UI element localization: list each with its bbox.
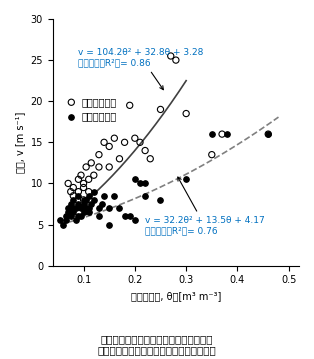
飛土開始風速	[107, 205, 112, 211]
飛土開始風速	[84, 197, 89, 203]
飛土急増風速	[76, 176, 81, 182]
飛土急増風速	[86, 176, 91, 182]
飛土開始風速	[78, 214, 84, 219]
飛土開始風速	[71, 197, 76, 203]
飛土開始風速	[81, 197, 86, 203]
飛土急増風速	[122, 139, 127, 145]
飛土開始風速	[138, 181, 143, 186]
飛土開始風速	[225, 131, 230, 137]
飛土急増風速	[91, 172, 96, 178]
飛土急増風速	[184, 111, 189, 116]
飛土急増風速	[89, 160, 94, 166]
飛土開始風速	[117, 205, 122, 211]
飛土急増風速	[148, 156, 153, 162]
飛土急増風速	[71, 185, 76, 190]
飛土開始風速	[71, 209, 76, 215]
飛土開始風速	[184, 176, 189, 182]
飛土開始風速	[73, 218, 78, 223]
飛土開始風速	[99, 201, 104, 207]
X-axis label: 体積含水率, θ　[m³ m⁻³]: 体積含水率, θ [m³ m⁻³]	[131, 291, 221, 301]
飛土開始風速	[112, 193, 117, 199]
Text: v = 32.2θ² + 13.5θ + 4.17
決定係数（R²）= 0.76: v = 32.2θ² + 13.5θ + 4.17 決定係数（R²）= 0.76	[145, 177, 265, 236]
Y-axis label: 風速, v [m s⁻¹]: 風速, v [m s⁻¹]	[15, 112, 25, 173]
飛土急増風速	[117, 156, 122, 162]
飛土開始風速	[107, 222, 112, 227]
飛土開始風速	[66, 209, 71, 215]
Text: 図２　関東ローム表土が飛散したときの
　　　土壌水分量と風速の関係（実験式）: 図２ 関東ローム表土が飛散したときの 土壌水分量と風速の関係（実験式）	[98, 334, 216, 355]
飛土急増風速	[101, 139, 106, 145]
飛土開始風速	[91, 197, 96, 203]
飛土急増風速	[107, 164, 112, 170]
飛土開始風速	[127, 214, 132, 219]
飛土開始風速	[89, 201, 94, 207]
飛土急増風速	[68, 189, 73, 195]
飛土開始風速	[266, 131, 271, 137]
飛土急増風速	[78, 172, 84, 178]
飛土開始風速	[96, 205, 101, 211]
飛土急増風速	[86, 189, 91, 195]
飛土開始風速	[143, 181, 148, 186]
飛土急増風速	[81, 185, 86, 190]
飛土開始風速	[73, 205, 78, 211]
飛土開始風速	[76, 201, 81, 207]
飛土開始風速	[63, 214, 68, 219]
飛土開始風速	[78, 205, 84, 211]
飛土開始風速	[91, 189, 96, 195]
飛土開始風速	[101, 193, 106, 199]
飛土開始風速	[68, 201, 73, 207]
飛土開始風速	[66, 205, 71, 211]
飛土急増風速	[138, 139, 143, 145]
飛土急増風速	[76, 189, 81, 195]
飛土開始風速	[58, 218, 63, 223]
飛土開始風速	[61, 222, 66, 227]
飛土開始風速	[84, 205, 89, 211]
飛土急増風速	[96, 152, 101, 158]
飛土急増風速	[209, 152, 214, 158]
飛土開始風速	[68, 214, 73, 219]
飛土急増風速	[81, 181, 86, 186]
飛土急増風速	[266, 131, 271, 137]
Text: v = 104.2θ² + 32.8θ + 3.28
決定係数（R²）= 0.86: v = 104.2θ² + 32.8θ + 3.28 決定係数（R²）= 0.8…	[78, 48, 204, 90]
飛土開始風速	[122, 214, 127, 219]
飛土開始風速	[63, 218, 68, 223]
飛土急増風速	[219, 131, 225, 137]
飛土開始風速	[76, 214, 81, 219]
飛土開始風速	[158, 197, 163, 203]
飛土急増風速	[112, 135, 117, 141]
飛土急増風速	[143, 148, 148, 153]
飛土開始風速	[209, 131, 214, 137]
飛土急増風速	[84, 164, 89, 170]
飛土急増風速	[173, 57, 178, 63]
飛土開始風速	[132, 176, 137, 182]
飛土開始風速	[71, 205, 76, 211]
飛土開始風速	[86, 209, 91, 215]
飛土開始風速	[86, 205, 91, 211]
飛土急増風速	[158, 107, 163, 112]
飛土急増風速	[168, 53, 173, 59]
飛土開始風速	[132, 218, 137, 223]
Legend: 飛土急増風速, 飛土開始風速: 飛土急増風速, 飛土開始風速	[62, 93, 120, 126]
飛土開始風速	[143, 193, 148, 199]
飛土急増風速	[107, 144, 112, 149]
飛土急増風速	[132, 135, 137, 141]
飛土開始風速	[86, 193, 91, 199]
飛土急増風速	[81, 197, 86, 203]
飛土急増風速	[71, 193, 76, 199]
飛土開始風速	[96, 214, 101, 219]
飛土急増風速	[127, 102, 132, 108]
飛土急増風速	[96, 164, 101, 170]
飛土急増風速	[66, 181, 71, 186]
飛土開始風速	[76, 193, 81, 199]
飛土開始風速	[81, 209, 86, 215]
飛土開始風速	[81, 201, 86, 207]
